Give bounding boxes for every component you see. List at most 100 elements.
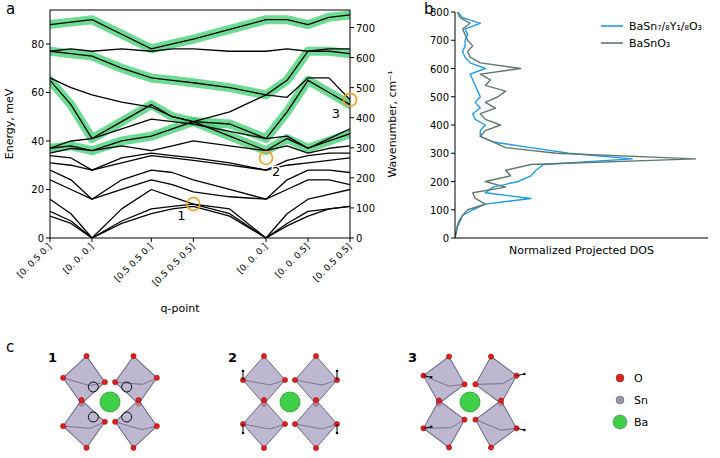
y-axis-title: Energy, meV: [3, 88, 16, 159]
y2-tick: [350, 117, 354, 118]
x-tick: [151, 238, 152, 242]
y2-tick-label: 200: [356, 173, 375, 184]
y2-tick-label: 100: [356, 203, 375, 214]
y2-tick: [350, 87, 354, 88]
y2-tick-label: 700: [356, 23, 375, 34]
legend-swatch: [601, 42, 623, 44]
y-tick-label: 40: [31, 136, 44, 147]
annotation: 1: [177, 208, 185, 223]
arrow-head: [242, 370, 245, 373]
y-tick: [451, 125, 455, 126]
x-tick: [50, 238, 51, 242]
plot-area: [455, 12, 695, 238]
oxygen-atom: [313, 397, 318, 402]
oxygen-atom: [154, 423, 160, 429]
x-axis-title: q-point: [160, 302, 200, 315]
oxygen-atom: [313, 445, 318, 450]
oxygen-atom: [472, 417, 478, 423]
arrow-head: [523, 372, 526, 375]
oxygen-atom: [102, 419, 108, 425]
oxygen-atom: [446, 444, 452, 450]
y-tick-label: 0: [38, 233, 44, 244]
y2-axis-title: Wavenumber, cm⁻¹: [386, 70, 399, 177]
x-tick: [193, 238, 194, 242]
oxygen-atom: [60, 423, 66, 429]
barium-atom: [100, 392, 120, 412]
oxygen-atom: [461, 381, 467, 387]
x-tick-label: [0.5 0.5 0.5]: [150, 241, 196, 287]
x-axis-line: [455, 238, 708, 239]
legend-label: BaSn₇/₈Y₁/₈O₃: [629, 20, 702, 33]
oxygen-atom: [261, 397, 266, 402]
panel-letter: c: [6, 338, 14, 356]
y-tick: [451, 96, 455, 97]
arrow-head: [336, 432, 339, 435]
y2-tick: [350, 177, 354, 178]
y-tick-label: 80: [31, 39, 44, 50]
phonon-branch: [50, 78, 350, 122]
x-tick: [308, 238, 309, 242]
octahedron-edge: [115, 422, 157, 431]
highlight-circle: [344, 93, 357, 106]
phonon-branch: [50, 156, 350, 171]
legend-atom: [613, 415, 627, 429]
oxygen-atom: [436, 397, 442, 403]
oxygen-atom: [292, 421, 297, 426]
oxygen-atom: [282, 421, 287, 426]
y2-tick-label: 600: [356, 53, 375, 64]
structure-label: 1: [48, 350, 57, 365]
oxygen-atom: [472, 381, 478, 387]
phonon-branch: [50, 206, 350, 238]
phonon-branch: [50, 80, 350, 138]
structure: [240, 353, 339, 450]
legend-label: Ba: [634, 416, 648, 429]
y2-tick: [350, 207, 354, 208]
oxygen-atom: [131, 353, 137, 359]
octahedron-edge: [475, 376, 517, 390]
oxygen-atom: [131, 445, 137, 451]
projection-band: [50, 80, 350, 138]
y-tick-label: 700: [430, 35, 449, 46]
oxygen-atom: [261, 445, 266, 450]
y2-tick: [350, 238, 354, 239]
oxygen-atom: [102, 379, 108, 385]
rotation-mark: [88, 411, 99, 422]
x-tick: [91, 238, 92, 242]
annotation: 2: [272, 164, 280, 179]
highlight-circle: [260, 151, 273, 164]
oxygen-atom: [313, 353, 318, 358]
octahedron-edge: [243, 424, 285, 429]
octahedron-face: [295, 400, 337, 448]
structure: [415, 348, 531, 457]
octahedron-edge: [63, 422, 105, 431]
legend-label: Sn: [634, 394, 648, 407]
oxygen-atom: [154, 375, 160, 381]
y-tick: [451, 209, 455, 210]
projection-band: [50, 15, 350, 49]
legend: BaSn₇/₈Y₁/₈O₃BaSnO₃: [601, 20, 702, 50]
oxygen-atom: [461, 417, 467, 423]
arrow-head: [430, 376, 433, 379]
oxygen-atom: [261, 353, 266, 358]
oxygen-atom: [112, 379, 118, 385]
y-tick: [451, 12, 455, 13]
displacement-arrow: [337, 371, 338, 380]
displacement-arrow: [243, 371, 244, 380]
oxygen-atom: [84, 445, 90, 451]
octahedron-edge: [243, 380, 285, 385]
y2-tick: [350, 147, 354, 148]
structure-label: 3: [408, 350, 417, 365]
octahedron-face: [243, 356, 285, 404]
y-tick-label: 500: [430, 92, 449, 103]
octahedron-edge: [422, 376, 464, 390]
y-tick: [451, 238, 455, 239]
octahedron-edge: [474, 420, 516, 434]
x-tick: [266, 238, 267, 242]
oxygen-atom: [84, 353, 90, 359]
oxygen-atom: [488, 444, 494, 450]
y-tick-label: 100: [430, 205, 449, 216]
x-tick-label: [0.5 0.5 0.]: [112, 241, 154, 283]
y-tick-label: 600: [430, 64, 449, 75]
x-tick-label: [0. 0. 0.]: [235, 241, 269, 275]
y-tick-label: 60: [31, 87, 44, 98]
